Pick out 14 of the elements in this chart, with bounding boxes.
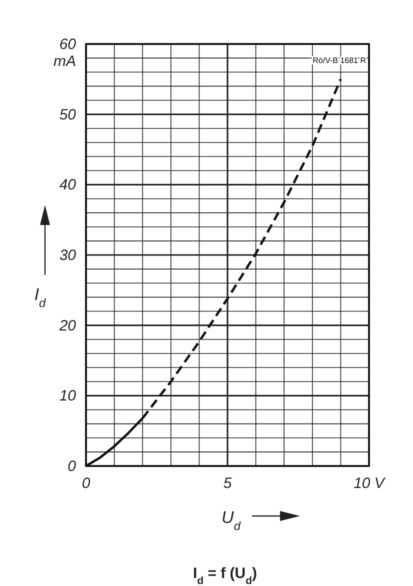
y-tick-label: 40 [59,176,77,194]
y-axis-title: I$_{d}$ [34,285,46,310]
y-tick-label: 20 [58,317,77,334]
y-tick-label: 10 [59,388,77,405]
x-tick-label: 10 V [354,475,386,492]
y-tick-label: 30 [59,247,77,264]
text: I$_{d}$ = f (U$_{d}$) [192,565,258,586]
x-tick-label: 0 [82,475,91,492]
y-tick-label: 50 [59,106,77,124]
x-tick-label: 5 [223,475,232,492]
y-tick-label: 60 [59,36,77,53]
x-axis-title: U$_{d}$ [222,508,241,533]
text: mA [54,53,76,70]
y-tick-label: 0 [68,458,77,475]
